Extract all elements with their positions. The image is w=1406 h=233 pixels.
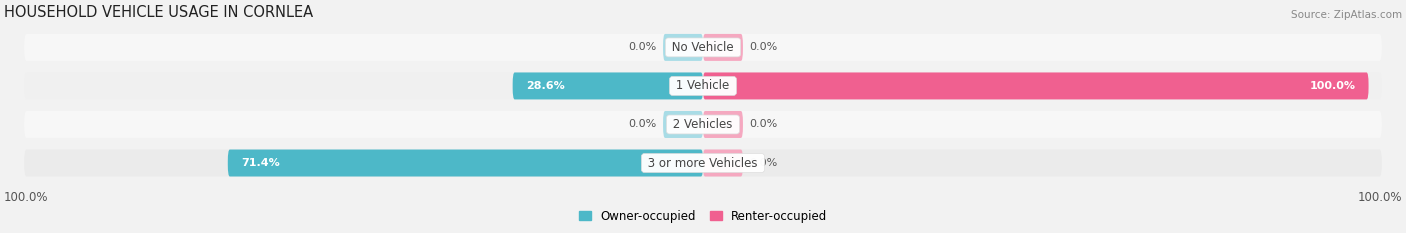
FancyBboxPatch shape [703, 34, 742, 61]
Text: 100.0%: 100.0% [1357, 191, 1402, 204]
Text: 0.0%: 0.0% [749, 42, 778, 52]
Text: 1 Vehicle: 1 Vehicle [672, 79, 734, 93]
FancyBboxPatch shape [228, 150, 703, 177]
Text: 100.0%: 100.0% [4, 191, 49, 204]
Text: 100.0%: 100.0% [1309, 81, 1355, 91]
FancyBboxPatch shape [24, 111, 1382, 138]
FancyBboxPatch shape [703, 150, 742, 177]
FancyBboxPatch shape [24, 150, 1382, 177]
Text: No Vehicle: No Vehicle [668, 41, 738, 54]
Text: 0.0%: 0.0% [628, 42, 657, 52]
FancyBboxPatch shape [703, 72, 1368, 99]
Text: 0.0%: 0.0% [749, 158, 778, 168]
FancyBboxPatch shape [664, 34, 703, 61]
Text: 0.0%: 0.0% [749, 120, 778, 130]
Text: 2 Vehicles: 2 Vehicles [669, 118, 737, 131]
FancyBboxPatch shape [24, 34, 1382, 61]
Text: HOUSEHOLD VEHICLE USAGE IN CORNLEA: HOUSEHOLD VEHICLE USAGE IN CORNLEA [4, 5, 314, 20]
FancyBboxPatch shape [24, 72, 1382, 99]
FancyBboxPatch shape [703, 111, 742, 138]
Text: 0.0%: 0.0% [628, 120, 657, 130]
Text: 3 or more Vehicles: 3 or more Vehicles [644, 157, 762, 170]
Text: 28.6%: 28.6% [526, 81, 565, 91]
Legend: Owner-occupied, Renter-occupied: Owner-occupied, Renter-occupied [574, 205, 832, 227]
FancyBboxPatch shape [664, 111, 703, 138]
Text: 71.4%: 71.4% [240, 158, 280, 168]
FancyBboxPatch shape [513, 72, 703, 99]
Text: Source: ZipAtlas.com: Source: ZipAtlas.com [1291, 10, 1402, 20]
